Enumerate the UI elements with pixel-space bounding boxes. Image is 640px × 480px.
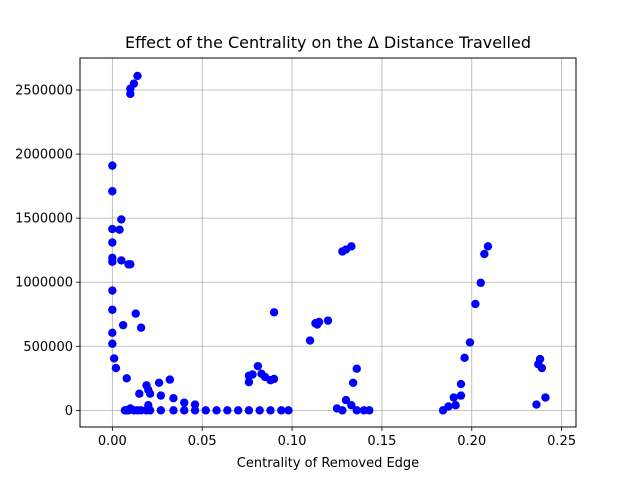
scatter-point: [266, 406, 275, 415]
scatter-point: [109, 354, 119, 363]
scatter-point: [456, 379, 466, 389]
scatter-point: [541, 393, 550, 402]
scatter-point: [460, 353, 469, 363]
x-tick-label: 0.05: [188, 434, 217, 449]
scatter-point: [483, 242, 493, 251]
scatter-point: [456, 391, 466, 400]
scatter-point: [323, 316, 333, 325]
y-tick-label: 0: [65, 404, 73, 419]
scatter-point: [537, 363, 547, 373]
chart-title: Effect of the Centrality on the Δ Distan…: [125, 33, 531, 52]
scatter-point: [129, 79, 139, 88]
y-axis-ticks: 0 500000 1000000 1500000 2000000 2500000: [15, 84, 80, 419]
scatter-point: [156, 406, 166, 415]
scatter-point: [108, 224, 117, 234]
y-tick-label: 2000000: [15, 148, 73, 163]
scatter-point: [352, 364, 361, 373]
scatter-point: [444, 402, 453, 411]
scatter-point: [136, 323, 146, 332]
scatter-point: [190, 406, 200, 415]
scatter-point: [532, 400, 541, 409]
scatter-point: [201, 406, 210, 415]
scatter-point: [108, 238, 117, 247]
scatter-point: [165, 375, 175, 384]
scatter-point: [223, 406, 232, 415]
scatter-point: [465, 338, 475, 347]
scatter-point: [131, 309, 140, 318]
scatter-point: [108, 187, 117, 196]
scatter-point: [341, 395, 351, 405]
scatter-point: [535, 354, 545, 364]
scatter-point: [347, 242, 356, 251]
scatter-point: [190, 400, 200, 409]
scatter-point: [449, 393, 458, 402]
scatter-point: [305, 336, 315, 345]
x-tick-label: 0.20: [457, 434, 486, 449]
y-tick-label: 2500000: [15, 84, 73, 99]
scatter-point: [145, 406, 155, 415]
scatter-point: [135, 389, 144, 398]
scatter-point: [451, 401, 460, 410]
scatter-point: [338, 406, 347, 415]
scatter-point: [118, 320, 128, 330]
scatter-point: [115, 225, 124, 234]
scatter-point: [284, 406, 293, 415]
scatter-point: [352, 406, 361, 415]
scatter-point: [471, 299, 480, 309]
scatter-point: [108, 305, 117, 314]
x-axis-label: Centrality of Removed Edge: [237, 456, 419, 471]
plot-frame: [79, 57, 577, 428]
scatter-point: [248, 370, 257, 379]
scatter-point: [169, 393, 178, 403]
scatter-point: [133, 71, 142, 81]
x-tick-label: 0.25: [547, 434, 576, 449]
scatter-point: [108, 257, 117, 266]
scatter-point: [365, 406, 374, 415]
scatter-point: [169, 406, 178, 415]
scatter-point: [122, 374, 131, 383]
scatter-point: [126, 260, 135, 269]
x-tick-label: 0.10: [278, 434, 307, 449]
scatter-point: [233, 406, 243, 415]
scatter-point: [111, 363, 121, 373]
scatter-point: [108, 286, 117, 295]
scatter-point: [347, 401, 356, 410]
scatter-point: [244, 406, 254, 415]
x-axis-ticks: 0.00 0.05 0.10 0.15 0.20 0.25: [98, 427, 576, 449]
scatter-point: [117, 215, 126, 224]
x-tick-label: 0.00: [98, 434, 127, 449]
scatter-point: [156, 391, 166, 400]
scatter-point: [145, 389, 155, 398]
scatter-point: [180, 406, 189, 415]
scatter-point: [180, 398, 189, 407]
scatter-point: [117, 256, 126, 265]
data-points: [108, 71, 550, 415]
x-tick-label: 0.15: [367, 434, 396, 449]
scatter-point: [253, 361, 263, 371]
scatter-point: [348, 378, 358, 387]
scatter-point: [108, 161, 117, 170]
scatter-point: [126, 89, 135, 99]
y-tick-label: 1500000: [15, 212, 73, 227]
scatter-point: [269, 374, 279, 384]
scatter-point: [269, 308, 279, 317]
y-tick-label: 500000: [23, 340, 73, 355]
scatter-point: [480, 249, 489, 259]
scatter-point: [108, 339, 117, 348]
scatter-point: [154, 378, 164, 387]
scatter-point: [244, 377, 254, 387]
scatter-point: [255, 406, 264, 415]
scatter-point: [314, 317, 324, 327]
scatter-point: [108, 328, 117, 338]
scatter-point: [476, 278, 485, 288]
y-tick-label: 1000000: [15, 276, 73, 291]
scatter-point: [277, 406, 286, 415]
scatter-point: [212, 406, 221, 415]
